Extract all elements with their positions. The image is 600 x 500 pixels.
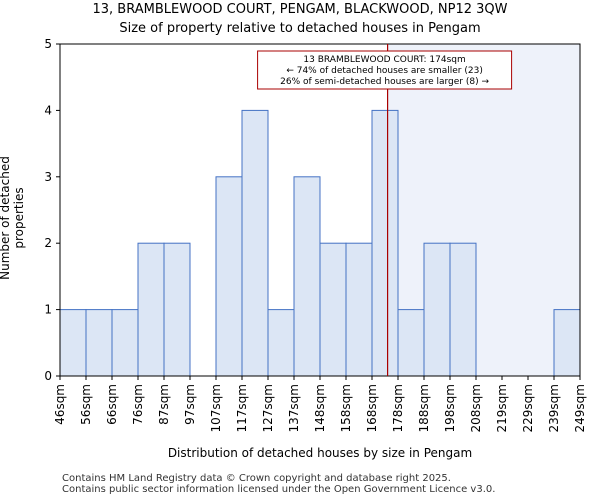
x-axis-label: Distribution of detached houses by size … xyxy=(167,446,473,460)
chart-title: 13, BRAMBLEWOOD COURT, PENGAM, BLACKWOOD… xyxy=(92,2,508,17)
annotation-line2: ← 74% of detached houses are smaller (23… xyxy=(286,66,483,76)
x-tick-label: 148sqm xyxy=(313,384,327,432)
footer-line-2: Contains public sector information licen… xyxy=(62,484,496,495)
x-tick-label: 97sqm xyxy=(183,384,197,425)
y-tick-label: 5 xyxy=(44,37,52,51)
bar-178sqm xyxy=(397,309,425,377)
x-tick-label: 56sqm xyxy=(79,384,93,425)
x-tick-label: 198sqm xyxy=(443,384,457,432)
annotation-line1: 13 BRAMBLEWOOD COURT: 174sqm xyxy=(303,55,465,65)
bar-76sqm xyxy=(137,242,165,377)
x-tick-label: 219sqm xyxy=(495,384,509,432)
x-tick-label: 117sqm xyxy=(235,384,249,432)
x-tick-label: 208sqm xyxy=(469,384,483,432)
bar-158sqm xyxy=(345,242,373,377)
x-tick-label: 239sqm xyxy=(547,384,561,432)
bar-168sqm xyxy=(371,109,399,377)
x-tick-label: 87sqm xyxy=(157,384,171,425)
y-tick-label: 4 xyxy=(44,103,52,117)
bar-117sqm xyxy=(241,109,269,377)
bar-107sqm xyxy=(215,176,243,377)
y-tick-label: 2 xyxy=(44,236,52,250)
footer-line-1: Contains HM Land Registry data © Crown c… xyxy=(62,473,451,484)
x-tick-label: 249sqm xyxy=(573,384,587,432)
x-tick-label: 127sqm xyxy=(261,384,275,432)
x-tick-label: 46sqm xyxy=(53,384,67,425)
bar-188sqm xyxy=(423,242,451,377)
x-tick-label: 178sqm xyxy=(391,384,405,432)
bar-239sqm xyxy=(553,309,581,377)
bar-56sqm xyxy=(85,309,113,377)
y-tick-label: 1 xyxy=(44,303,52,317)
x-tick-label: 137sqm xyxy=(287,384,301,432)
x-tick-label: 229sqm xyxy=(521,384,535,432)
y-tick-label: 0 xyxy=(44,369,52,383)
y-tick-label: 3 xyxy=(44,170,52,184)
x-tick-label: 107sqm xyxy=(209,384,223,432)
chart-subtitle: Size of property relative to detached ho… xyxy=(119,21,481,36)
annotation-line3: 26% of semi-detached houses are larger (… xyxy=(280,77,489,87)
bar-127sqm xyxy=(267,309,295,377)
x-tick-label: 76sqm xyxy=(131,384,145,425)
x-tick-label: 66sqm xyxy=(105,384,119,425)
bar-137sqm xyxy=(293,176,321,377)
annotation-box xyxy=(257,50,513,90)
bar-46sqm xyxy=(59,309,87,377)
x-tick-label: 158sqm xyxy=(339,384,353,432)
bar-198sqm xyxy=(449,242,477,377)
x-tick-label: 168sqm xyxy=(365,384,379,432)
bar-66sqm xyxy=(111,309,139,377)
x-tick-label: 188sqm xyxy=(417,384,431,432)
y-axis-label: Number of detached properties xyxy=(0,156,26,280)
bar-148sqm xyxy=(319,242,347,377)
bar-87sqm xyxy=(163,242,191,377)
